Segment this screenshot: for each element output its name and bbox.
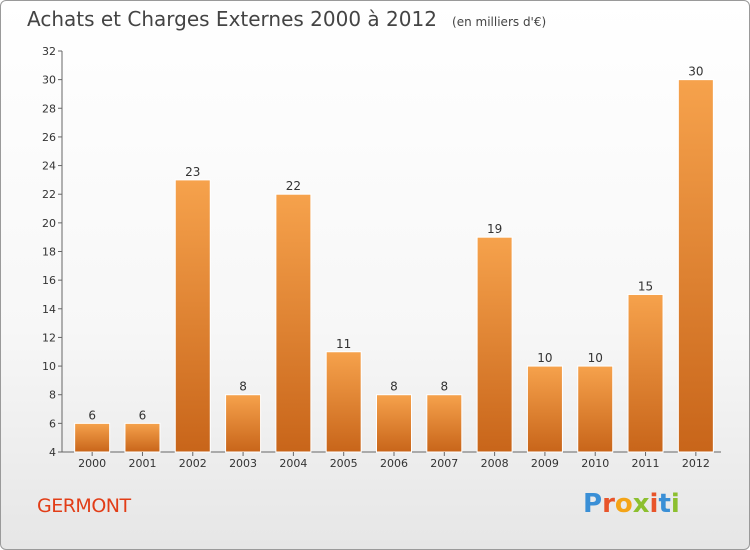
bar-2009 [526,365,563,453]
bar-2002 [174,179,211,453]
bar-2011 [627,293,664,453]
bar-2004 [275,193,312,453]
data-label-2001: 6 [139,408,147,422]
data-label-2000: 6 [88,408,96,422]
y-tick-label: 30 [42,74,56,87]
x-tick-label-2010: 2010 [581,457,609,470]
x-tick-label-2009: 2009 [531,457,559,470]
logo-letter: i [649,489,659,519]
y-tick-label: 6 [49,417,56,430]
bar-2012 [677,79,714,453]
y-tick-label: 28 [42,102,56,115]
x-tick-label-2000: 2000 [78,457,106,470]
data-label-2010: 10 [588,351,603,365]
bar-2000 [74,422,111,453]
x-tick-label-2002: 2002 [179,457,207,470]
logo-letter: r [602,489,615,519]
y-tick-label: 10 [42,360,56,373]
commune-name: GERMONT [37,495,131,517]
data-label-2012: 30 [688,65,703,79]
x-tick-label-2004: 2004 [279,457,307,470]
chart-title: Achats et Charges Externes 2000 à 2012 [27,7,437,31]
data-label-2007: 8 [440,380,448,394]
y-tick-label: 32 [42,45,56,58]
bar-2007 [426,394,463,453]
bar-2006 [376,394,412,453]
x-tick-label-2008: 2008 [481,457,509,470]
data-label-2011: 15 [638,279,653,293]
y-tick-label: 8 [49,389,56,402]
data-label-2004: 22 [286,179,301,193]
y-tick-label: 20 [42,217,56,230]
data-label-2005: 11 [336,337,351,351]
y-tick-label: 24 [42,160,56,173]
y-tick-label: 26 [42,131,56,144]
x-tick-label-2012: 2012 [682,457,710,470]
y-tick-label: 4 [49,446,56,459]
bar-2008 [476,236,513,453]
logo-letter: o [614,489,633,519]
x-tick-label-2003: 2003 [229,457,257,470]
chart-subtitle: (en milliers d'€) [452,15,547,29]
proxiti-logo: Proxiti [583,489,680,519]
logo-letter: P [583,489,603,519]
y-tick-label: 14 [42,303,56,316]
data-label-2008: 19 [487,222,502,236]
y-tick-label: 16 [42,274,56,287]
y-tick-label: 22 [42,188,56,201]
x-tick-label-2011: 2011 [632,457,660,470]
x-tick-label-2006: 2006 [380,457,408,470]
logo-letter: t [658,489,671,519]
data-label-2006: 8 [390,380,398,394]
data-label-2003: 8 [239,380,247,394]
data-label-2009: 10 [537,351,552,365]
bar-2005 [325,351,362,453]
y-tick-label: 12 [42,331,56,344]
y-tick-label: 18 [42,246,56,259]
bar-2003 [225,394,262,453]
title-row: Achats et Charges Externes 2000 à 2012 (… [27,7,546,31]
x-tick-label-2005: 2005 [330,457,358,470]
x-tick-label-2001: 2001 [128,457,156,470]
bar-2001 [124,422,161,453]
bar-2010 [577,365,614,453]
data-label-2002: 23 [185,165,200,179]
logo-letter: x [632,489,650,519]
x-tick-label-2007: 2007 [430,457,458,470]
logo-letter: i [670,489,680,519]
